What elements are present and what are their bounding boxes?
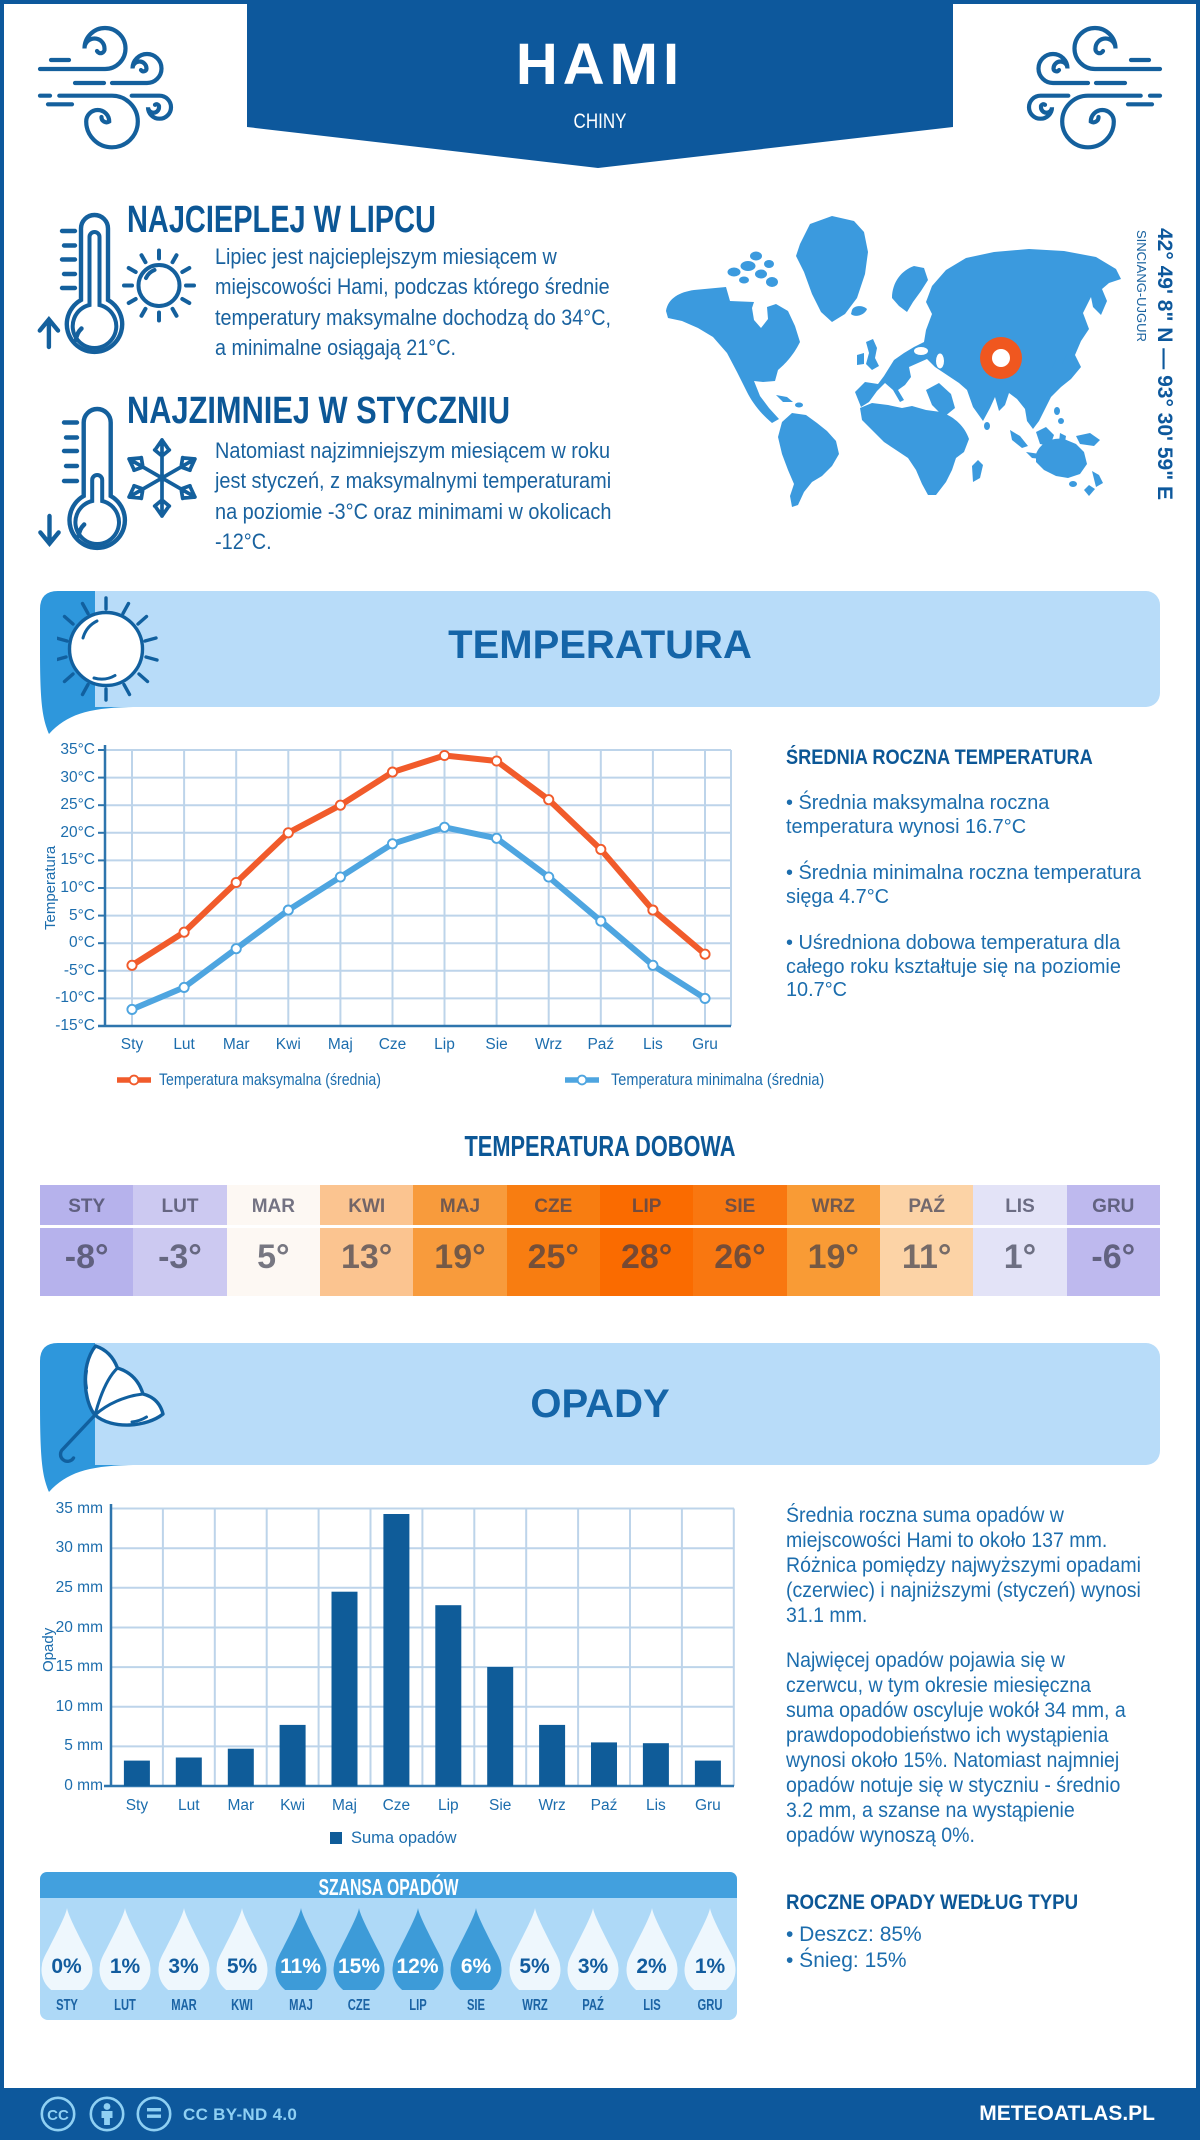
svg-text:CC: CC — [47, 2107, 69, 2124]
